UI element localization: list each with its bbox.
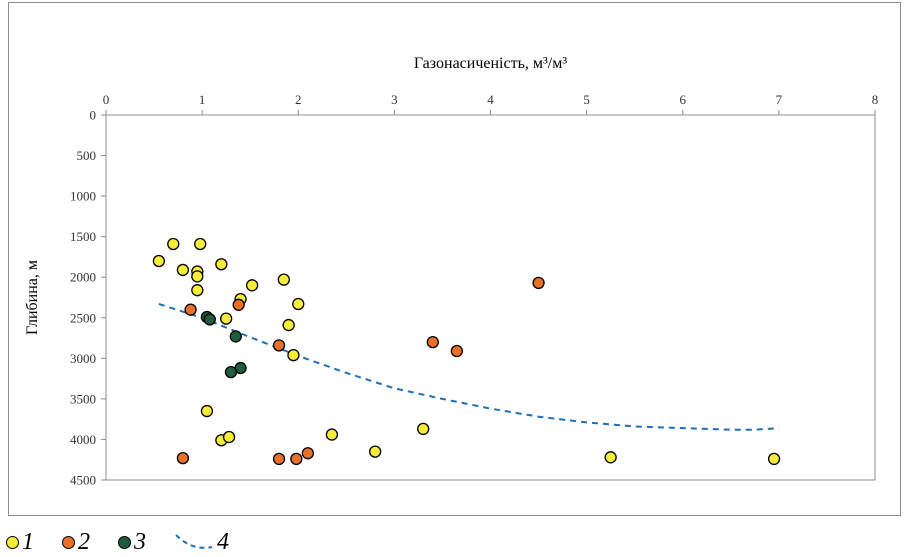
data-point-series-1 [220,312,233,325]
data-point-series-3 [229,330,242,343]
legend-item-1: 1 [6,529,34,556]
y-tick-label: 4000 [70,432,96,447]
data-point-series-1 [191,284,204,297]
data-point-series-3 [203,313,216,326]
x-tick-label: 0 [103,92,110,107]
data-point-series-1 [767,452,781,466]
data-point-series-2 [301,447,315,460]
data-point-series-1 [200,404,214,418]
data-point-series-1 [194,237,207,251]
x-tick-label: 7 [776,92,783,107]
data-point-series-1 [222,430,236,444]
legend-item-2: 2 [62,529,90,556]
data-point-series-1 [245,279,259,292]
legend-line-4 [175,534,213,549]
y-tick-label: 2000 [70,270,96,285]
scatter-plot: 0 1 2 3 4 5 6 7 8 0 500 1000 1500 2000 2500 3000 3500 400… [24,55,879,488]
x-tick-label: 1 [199,92,206,107]
legend-marker-2 [62,535,75,549]
data-point-series-2 [272,339,286,352]
y-tick-label: 1500 [70,229,96,244]
data-point-series-1 [325,428,339,441]
y-tick-label: 4500 [70,473,96,488]
data-point-series-3 [224,365,238,379]
x-tick-label: 4 [487,92,494,107]
y-tick-label: 2500 [70,310,96,325]
data-point-series-2 [232,298,245,311]
legend: 1 2 3 4 [6,529,257,555]
y-axis-title: Глибина, м [24,260,41,335]
data-point-series-1 [368,445,382,458]
legend-label-2: 2 [78,528,90,555]
data-point-series-1 [287,348,300,362]
data-point-series-2 [176,451,190,465]
trend-line [158,303,779,431]
data-point-series-1 [604,451,617,464]
data-point-series-1 [417,422,430,436]
data-point-series-2 [532,276,545,290]
data-point-series-2 [272,452,286,466]
data-point-series-2 [184,303,197,316]
legend-item-4: 4 [174,529,229,556]
y-tick-label: 500 [77,148,97,163]
x-tick-label: 2 [295,92,302,107]
data-point-series-1 [277,273,290,286]
x-tick-label: 6 [680,92,687,107]
legend-item-3: 3 [118,529,146,556]
x-tick-label: 8 [872,92,879,107]
legend-label-3: 3 [134,528,146,555]
x-tick-label: 3 [391,92,398,107]
data-point-series-2 [290,452,303,466]
legend-label-4: 4 [217,528,229,555]
legend-label-1: 1 [22,528,34,555]
x-tick-label: 5 [583,92,590,107]
y-tick-label: 3500 [70,391,96,406]
data-point-series-1 [215,258,228,271]
plot-border [105,114,876,481]
y-tick-label: 3000 [70,351,96,366]
y-tick-label: 1000 [70,189,96,204]
data-point-series-1 [282,318,295,332]
data-point-series-2 [426,335,439,349]
data-point-series-1 [167,237,180,251]
data-point-series-1 [191,270,204,283]
chart-area: 0 1 2 3 4 5 6 7 8 0 500 1000 1500 2000 2500 3000 3500 400… [8,2,901,516]
data-point-series-1 [176,263,190,277]
data-point-series-1 [152,254,166,268]
legend-marker-3 [118,535,131,549]
legend-marker-1 [6,535,19,549]
data-point-series-2 [450,344,464,358]
x-axis-title: Газонасиченість, м³/м³ [414,55,568,72]
y-tick-label: 0 [90,108,97,123]
data-point-series-1 [292,297,305,311]
